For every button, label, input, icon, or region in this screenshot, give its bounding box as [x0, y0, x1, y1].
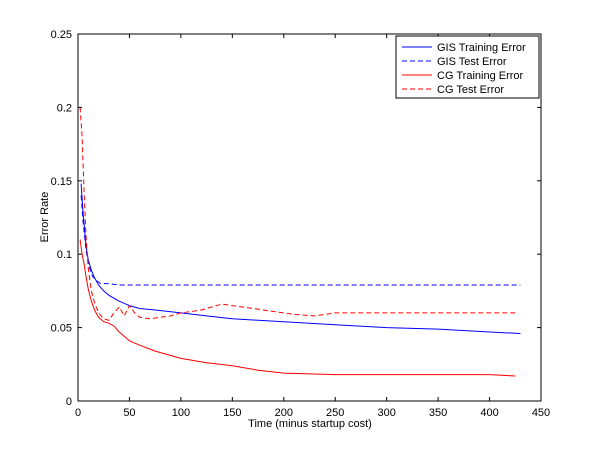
x-tick-label: 300 [377, 407, 395, 419]
y-tick-label: 0.05 [51, 323, 72, 335]
x-tick-label: 150 [223, 407, 241, 419]
legend-label-2: CG Training Error [437, 70, 524, 82]
legend-label-0: GIS Training Error [437, 42, 526, 54]
y-tick-label: 0.2 [57, 102, 72, 114]
x-tick-label: 350 [429, 407, 447, 419]
x-tick-label: 100 [172, 407, 190, 419]
y-tick-label: 0.25 [51, 29, 72, 41]
legend-label-3: CG Test Error [437, 84, 504, 96]
x-tick-label: 0 [75, 407, 81, 419]
x-tick-label: 450 [532, 407, 550, 419]
y-tick-label: 0.15 [51, 176, 72, 188]
legend-label-1: GIS Test Error [437, 56, 507, 68]
legend: GIS Training Error GIS Test Error CG Train… [396, 36, 539, 98]
y-tick-label: 0 [66, 396, 72, 408]
y-axis-label: Error Rate [39, 192, 51, 243]
x-tick-label: 50 [123, 407, 135, 419]
x-axis-label: Time (minus startup cost) [248, 418, 372, 430]
x-tick-label: 400 [480, 407, 498, 419]
y-tick-label: 0.1 [57, 249, 72, 261]
